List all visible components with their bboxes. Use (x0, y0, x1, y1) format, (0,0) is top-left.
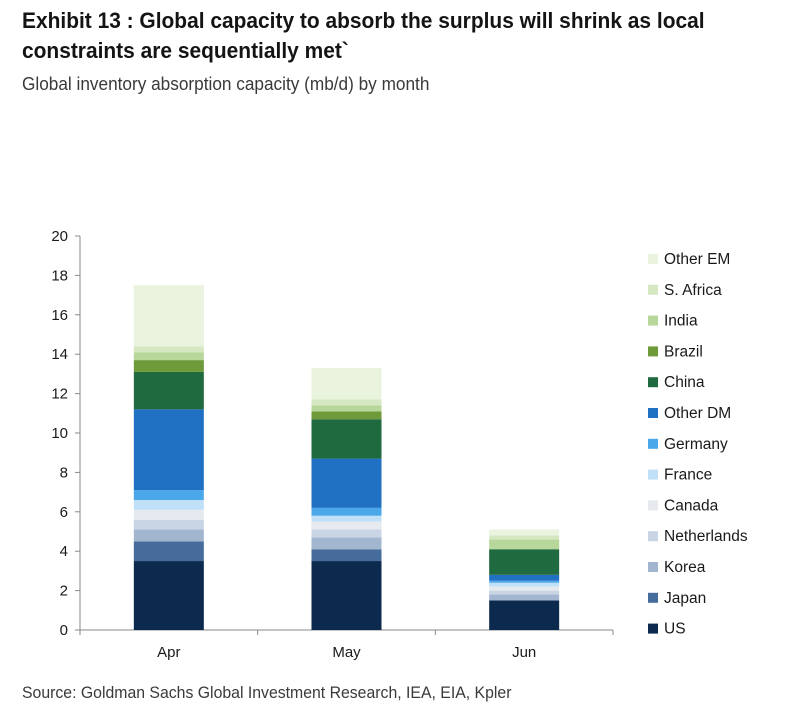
bar-segment-us (133, 561, 204, 630)
bar-segment-canada (133, 509, 204, 520)
bar-segment-canada (489, 586, 560, 591)
legend-label: Other DM (664, 405, 731, 422)
legend-swatch (648, 284, 658, 295)
legend-label: France (664, 467, 712, 484)
source-note: Source: Goldman Sachs Global Investment … (22, 683, 512, 702)
legend-swatch (648, 377, 658, 388)
chart-title-line-2: constraints are sequentially met` (22, 38, 349, 63)
bar-stack-jun (489, 529, 560, 630)
chart-title-line-1: Exhibit 13 : Global capacity to absorb t… (22, 8, 705, 33)
legend-swatch (648, 592, 658, 603)
bar-segment-other-dm (489, 574, 560, 581)
bar-segment-germany (133, 490, 204, 500)
x-tick-label: Jun (512, 644, 536, 661)
bar-segment-other-dm (311, 458, 382, 508)
legend-swatch (648, 531, 658, 542)
bar-segment-s-africa (489, 535, 560, 540)
chart-title: Exhibit 13 : Global capacity to absorb t… (22, 6, 738, 66)
legend-label: S. Africa (664, 282, 722, 299)
bar-segment-france (489, 582, 560, 587)
bar-segment-canada (311, 521, 382, 530)
legend-label: Netherlands (664, 528, 748, 545)
legend-label: Japan (664, 590, 706, 607)
bar-segment-netherlands (133, 519, 204, 530)
y-tick-label: 8 (60, 464, 68, 481)
bar-segment-india (489, 539, 560, 550)
bar-segment-brazil (311, 411, 382, 420)
y-tick-label: 0 (60, 622, 68, 639)
legend-label: US (664, 621, 686, 638)
bar-segment-brazil (133, 360, 204, 372)
legend-label: Brazil (664, 343, 703, 360)
legend-label: India (664, 313, 698, 330)
bar-stack-may (311, 367, 382, 630)
legend-swatch (648, 346, 658, 357)
y-tick-label: 14 (51, 346, 68, 363)
bar-segment-france (133, 499, 204, 510)
bar-segment-germany (489, 580, 560, 583)
y-tick-label: 4 (60, 543, 68, 560)
bar-segment-germany (311, 507, 382, 516)
bar-segment-china (489, 549, 560, 575)
bar-segment-s-africa (133, 346, 204, 353)
bar-segment-korea (133, 529, 204, 542)
legend-swatch (648, 500, 658, 511)
legend-label: Other EM (664, 251, 730, 268)
legend-swatch (648, 408, 658, 418)
y-tick-label: 18 (51, 267, 68, 284)
legend-label: Canada (664, 497, 719, 514)
bar-segment-other-em (311, 367, 382, 400)
chart-legend: Other EM S. Africa India Brazil China Other D… (648, 251, 748, 638)
legend-swatch (648, 469, 658, 480)
y-tick-label: 16 (51, 307, 68, 324)
legend-label: Germany (664, 436, 728, 453)
x-tick-label: May (332, 644, 361, 661)
bar-segment-china (311, 419, 382, 459)
legend-label: China (664, 374, 705, 391)
chart-bars (133, 285, 560, 630)
bar-segment-china (133, 371, 204, 410)
bar-stack-apr (133, 285, 204, 630)
bar-segment-india (133, 352, 204, 361)
bar-segment-us (489, 600, 560, 630)
bar-segment-japan (133, 541, 204, 562)
y-tick-label: 12 (51, 386, 68, 403)
bar-segment-korea (489, 594, 560, 601)
bar-segment-netherlands (489, 590, 560, 595)
y-tick-label: 10 (51, 425, 68, 442)
bar-segment-india (311, 405, 382, 412)
bar-segment-korea (311, 537, 382, 550)
legend-swatch (648, 623, 658, 634)
bar-segment-other-em (489, 529, 560, 536)
legend-label: Korea (664, 559, 706, 576)
legend-swatch (648, 562, 658, 572)
chart-axes: 0 2 4 6 8 10 12 14 16 18 20 Apr May Jun (51, 228, 614, 661)
bar-segment-other-em (133, 285, 204, 347)
legend-swatch (648, 315, 658, 326)
bar-segment-france (311, 515, 382, 522)
y-tick-label: 2 (60, 583, 68, 600)
x-tick-label: Apr (157, 644, 180, 661)
chart-subtitle: Global inventory absorption capacity (mb… (22, 73, 430, 94)
legend-swatch (648, 438, 658, 449)
bar-segment-us (311, 561, 382, 630)
y-tick-label: 6 (60, 504, 68, 521)
bar-segment-netherlands (311, 529, 382, 538)
bar-segment-japan (311, 549, 382, 562)
bar-segment-s-africa (311, 399, 382, 406)
bar-segment-other-dm (133, 409, 204, 491)
legend-swatch (648, 254, 658, 264)
y-tick-label: 20 (51, 228, 68, 245)
